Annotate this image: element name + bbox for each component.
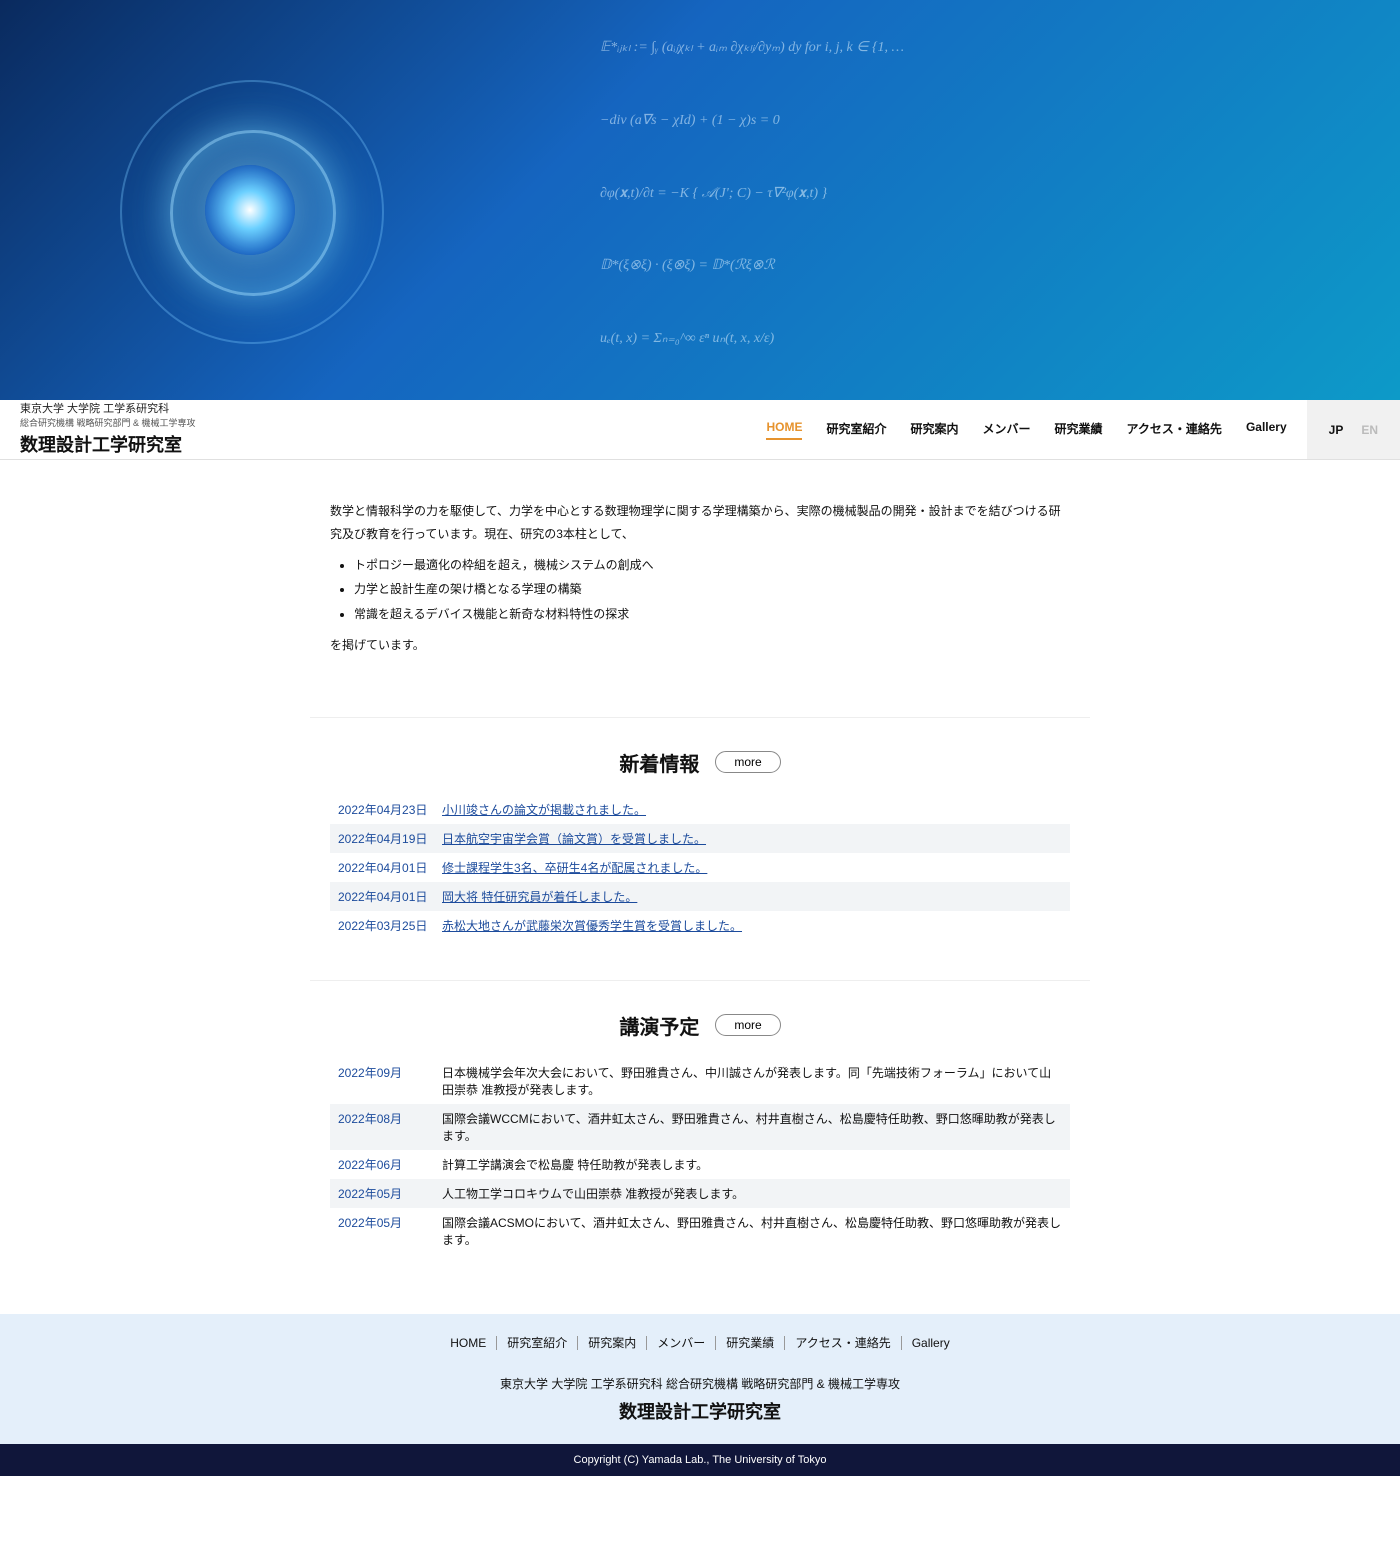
- nav-item-0[interactable]: HOME: [766, 420, 802, 440]
- news-link[interactable]: 小川竣さんの論文が掲載されました。: [442, 801, 1062, 818]
- nav-item-1[interactable]: 研究室紹介: [826, 420, 886, 440]
- brand-lab-name: 数理設計工学研究室: [20, 431, 196, 457]
- news-title: 新着情報: [619, 748, 699, 777]
- news-row: 2022年04月23日小川竣さんの論文が掲載されました。: [330, 795, 1070, 824]
- intro-tail: を掲げています。: [330, 634, 1070, 657]
- footer-affiliation: 東京大学 大学院 工学系研究科 総合研究機構 戦略研究部門 & 機械工学専攻: [0, 1375, 1400, 1392]
- talk-row: 2022年05月国際会議ACSMOにおいて、酒井虹太さん、野田雅貴さん、村井直樹…: [330, 1208, 1070, 1254]
- navbar: 東京大学 大学院 工学系研究科 総合研究機構 戦略研究部門 & 機械工学専攻 数…: [0, 400, 1400, 460]
- news-list: 2022年04月23日小川竣さんの論文が掲載されました。2022年04月19日日…: [330, 795, 1070, 940]
- hero-banner: 𝔼*ᵢⱼₖₗ := ∫ᵧ (aᵢⱼχₖₗ + aᵢₘ ∂χₖₗⱼ/∂yₘ) dy…: [0, 0, 1400, 400]
- news-link[interactable]: 赤松大地さんが武藤栄次賞優秀学生賞を受賞しました。: [442, 917, 1062, 934]
- footer-link-1[interactable]: 研究室紹介: [497, 1336, 578, 1350]
- footer: HOME研究室紹介研究案内メンバー研究業績アクセス・連絡先Gallery 東京大…: [0, 1314, 1400, 1444]
- talk-row: 2022年05月人工物工学コロキウムで山田崇恭 准教授が発表します。: [330, 1179, 1070, 1208]
- news-link[interactable]: 修士課程学生3名、卒研生4名が配属されました。: [442, 859, 1062, 876]
- copyright: Copyright (C) Yamada Lab., The Universit…: [0, 1444, 1400, 1476]
- brand-affiliation: 東京大学 大学院 工学系研究科: [20, 402, 196, 416]
- talks-list: 2022年09月日本機械学会年次大会において、野田雅貴さん、中川誠さんが発表しま…: [330, 1058, 1070, 1254]
- news-date: 2022年04月23日: [338, 801, 428, 818]
- intro-lead: 数学と情報科学の力を駆使して、力学を中心とする数理物理学に関する学理構築から、実…: [330, 500, 1070, 546]
- talk-row: 2022年08月国際会議WCCMにおいて、酒井虹太さん、野田雅貴さん、村井直樹さ…: [330, 1104, 1070, 1150]
- hero-math-overlay: 𝔼*ᵢⱼₖₗ := ∫ᵧ (aᵢⱼχₖₗ + aᵢₘ ∂χₖₗⱼ/∂yₘ) dy…: [600, 30, 1370, 400]
- talk-row: 2022年06月計算工学講演会で松島慶 特任助教が発表します。: [330, 1150, 1070, 1179]
- footer-link-2[interactable]: 研究案内: [578, 1336, 647, 1350]
- lang-en[interactable]: EN: [1361, 423, 1378, 437]
- talks-more-button[interactable]: more: [715, 1014, 780, 1036]
- nav-item-3[interactable]: メンバー: [983, 420, 1031, 440]
- nav-item-5[interactable]: アクセス・連絡先: [1127, 420, 1222, 440]
- brand: 東京大学 大学院 工学系研究科 総合研究機構 戦略研究部門 & 機械工学専攻 数…: [0, 394, 216, 465]
- talk-text: 人工物工学コロキウムで山田崇恭 准教授が発表します。: [442, 1185, 1062, 1202]
- talk-text: 計算工学講演会で松島慶 特任助教が発表します。: [442, 1156, 1062, 1173]
- intro-pillars: トポロジー最適化の枠組を超え，機械システムの創成へ力学と設計生産の架け橋となる学…: [354, 554, 1070, 626]
- talk-row: 2022年09月日本機械学会年次大会において、野田雅貴さん、中川誠さんが発表しま…: [330, 1058, 1070, 1104]
- talk-text: 国際会議WCCMにおいて、酒井虹太さん、野田雅貴さん、村井直樹さん、松島慶特任助…: [442, 1110, 1062, 1144]
- talk-text: 日本機械学会年次大会において、野田雅貴さん、中川誠さんが発表します。同「先端技術…: [442, 1064, 1062, 1098]
- news-date: 2022年04月01日: [338, 859, 428, 876]
- lang-jp[interactable]: JP: [1329, 423, 1344, 437]
- news-date: 2022年03月25日: [338, 917, 428, 934]
- footer-link-6[interactable]: Gallery: [902, 1336, 960, 1350]
- pillar-2: 常識を超えるデバイス機能と新奇な材料特性の探求: [354, 603, 1070, 626]
- news-link[interactable]: 岡大将 特任研究員が着任しました。: [442, 888, 1062, 905]
- news-row: 2022年04月19日日本航空宇宙学会賞（論文賞）を受賞しました。: [330, 824, 1070, 853]
- news-row: 2022年04月01日修士課程学生3名、卒研生4名が配属されました。: [330, 853, 1070, 882]
- footer-link-3[interactable]: メンバー: [647, 1336, 716, 1350]
- news-row: 2022年03月25日赤松大地さんが武藤栄次賞優秀学生賞を受賞しました。: [330, 911, 1070, 940]
- footer-links: HOME研究室紹介研究案内メンバー研究業績アクセス・連絡先Gallery: [0, 1334, 1400, 1351]
- talk-date: 2022年08月: [338, 1110, 428, 1144]
- news-more-button[interactable]: more: [715, 751, 780, 773]
- news-row: 2022年04月01日岡大将 特任研究員が着任しました。: [330, 882, 1070, 911]
- talk-date: 2022年05月: [338, 1185, 428, 1202]
- nav-items: HOME 研究室紹介 研究案内 メンバー 研究業績 アクセス・連絡先 Gallery: [766, 420, 1306, 440]
- talks-title: 講演予定: [619, 1011, 699, 1040]
- nav-item-6[interactable]: Gallery: [1246, 420, 1287, 440]
- brand-sub: 総合研究機構 戦略研究部門 & 機械工学専攻: [20, 416, 196, 429]
- talk-date: 2022年05月: [338, 1214, 428, 1248]
- news-link[interactable]: 日本航空宇宙学会賞（論文賞）を受賞しました。: [442, 830, 1062, 847]
- talk-date: 2022年06月: [338, 1156, 428, 1173]
- news-section: 新着情報 more 2022年04月23日小川竣さんの論文が掲載されました。20…: [310, 717, 1090, 940]
- nav-item-4[interactable]: 研究業績: [1055, 420, 1103, 440]
- talks-section: 講演予定 more 2022年09月日本機械学会年次大会において、野田雅貴さん、…: [310, 980, 1090, 1254]
- pillar-1: 力学と設計生産の架け橋となる学理の構築: [354, 578, 1070, 601]
- nav-item-2[interactable]: 研究案内: [910, 420, 958, 440]
- intro-content: 数学と情報科学の力を駆使して、力学を中心とする数理物理学に関する学理構築から、実…: [310, 500, 1090, 657]
- footer-link-4[interactable]: 研究業績: [716, 1336, 785, 1350]
- news-date: 2022年04月19日: [338, 830, 428, 847]
- footer-lab-name: 数理設計工学研究室: [0, 1398, 1400, 1424]
- talk-text: 国際会議ACSMOにおいて、酒井虹太さん、野田雅貴さん、村井直樹さん、松島慶特任…: [442, 1214, 1062, 1248]
- pillar-0: トポロジー最適化の枠組を超え，機械システムの創成へ: [354, 554, 1070, 577]
- footer-link-5[interactable]: アクセス・連絡先: [785, 1336, 901, 1350]
- language-switcher: JP EN: [1307, 400, 1400, 459]
- hero-glow: [205, 165, 295, 255]
- news-date: 2022年04月01日: [338, 888, 428, 905]
- talk-date: 2022年09月: [338, 1064, 428, 1098]
- footer-link-0[interactable]: HOME: [440, 1336, 497, 1350]
